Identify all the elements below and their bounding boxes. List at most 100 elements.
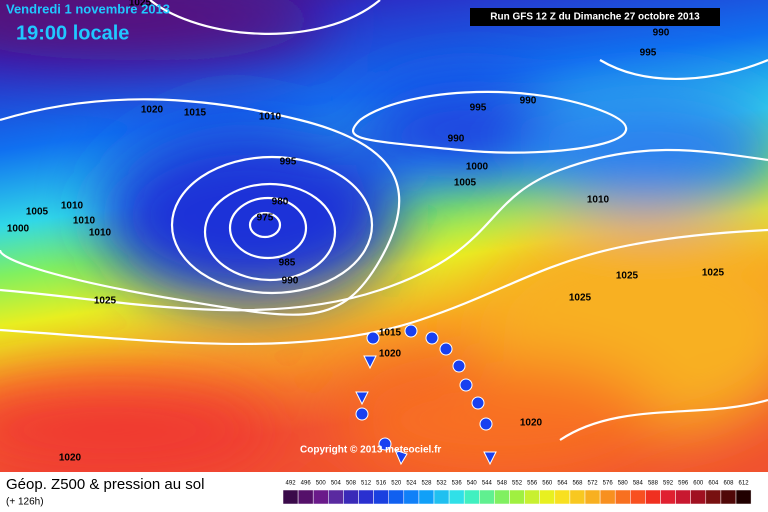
colorbar-swatch (630, 489, 646, 505)
colorbar-swatch (599, 489, 616, 505)
colorbar-swatch (358, 489, 374, 505)
isobar-label: 990 (282, 276, 299, 287)
colorbar-swatch (282, 489, 299, 505)
colorbar-tick: 536 (452, 481, 463, 487)
colorbar-tick: 564 (557, 481, 568, 487)
legend-lead: (+ 126h) (6, 497, 44, 508)
isobar-label: 990 (520, 96, 537, 107)
colorbar-tick: 600 (693, 481, 704, 487)
colorbar-tick: 532 (437, 481, 448, 487)
colorbar-swatch (554, 489, 571, 505)
colorbar-swatch (448, 489, 465, 505)
isobar-label: 1025 (616, 271, 639, 282)
colorbar-swatch (328, 489, 344, 505)
colorbar-tick: 516 (376, 481, 387, 487)
background (0, 0, 768, 480)
isobar-label: 995 (280, 157, 297, 168)
copyright: Copyright © 2013 meteociel.fr (300, 445, 441, 456)
colorbar-swatch (388, 489, 405, 505)
colorbar-swatch (569, 489, 586, 505)
colorbar-swatch (297, 489, 314, 505)
colorbar-tick: 568 (572, 481, 583, 487)
isobar-label: 1015 (379, 328, 402, 339)
colorbar-tick: 576 (603, 481, 614, 487)
isobar-label: 1025 (569, 293, 592, 304)
colorbar: 492 496 500 504 508 512 516 520 524 528 532 536 540 5… (282, 481, 752, 505)
colorbar-swatch (509, 489, 525, 505)
isobar-label: 1010 (61, 201, 84, 212)
isobar-label: 1010 (587, 195, 610, 206)
colorbar-swatch (494, 489, 510, 505)
colorbar-tick: 608 (723, 481, 734, 487)
date: Vendredi 1 novembre 2013 (6, 1, 170, 16)
colorbar-tick: 588 (648, 481, 659, 487)
colorbar-tick: 500 (316, 481, 327, 487)
isobar-label: 985 (279, 258, 296, 269)
colorbar-swatch (690, 489, 707, 505)
colorbar-swatch (660, 489, 676, 505)
colorbar-tick: 492 (286, 481, 297, 487)
colorbar-tick: 548 (497, 481, 508, 487)
isobars (0, 0, 768, 440)
run-box (470, 8, 720, 26)
isobar-label: 995 (640, 48, 657, 59)
colorbar-tick: 584 (633, 481, 644, 487)
colorbar-swatch (403, 489, 420, 505)
isobar-label: 995 (470, 103, 487, 114)
colorbar-tick: 604 (708, 481, 719, 487)
isobar-label: 1025 (129, 0, 152, 9)
colorbar-tick: 572 (588, 481, 599, 487)
isobar-labels: 1025 995 990 1020 1015 1010 995 990 990 995 1000 10… (7, 0, 725, 464)
colorbar-swatch (479, 489, 495, 505)
isobar-label: 1010 (259, 112, 282, 123)
isobar-label: 1005 (26, 207, 49, 218)
colorbar-tick: 528 (421, 481, 432, 487)
isobar-label: 1010 (89, 228, 112, 239)
colorbar-tick: 560 (542, 481, 553, 487)
isobar-label: 980 (272, 197, 289, 208)
colorbar-tick: 592 (663, 481, 674, 487)
isobar-label: 1005 (454, 178, 477, 189)
colorbar-swatch (418, 489, 435, 505)
colorbar-tick: 552 (512, 481, 523, 487)
colorbar-swatch (720, 489, 737, 505)
isobar-label: 1010 (73, 216, 96, 227)
isobar-label: 1020 (59, 453, 82, 464)
colorbar-swatch (539, 489, 556, 505)
isobar-label: 1025 (702, 268, 725, 279)
colorbar-tick: 556 (527, 481, 538, 487)
colorbar-tick: 612 (739, 481, 750, 487)
isobar-label: 1025 (94, 296, 117, 307)
colorbar-swatch (373, 489, 389, 505)
colorbar-swatch (343, 489, 359, 505)
isobar-label: 1000 (7, 224, 30, 235)
isobar-label: 1020 (141, 105, 164, 116)
colorbar-swatch (463, 489, 480, 505)
colorbar-tick: 596 (678, 481, 689, 487)
isobar-label: 1000 (466, 162, 489, 173)
colorbar-tick: 496 (301, 481, 312, 487)
isobar-label: 1015 (184, 108, 207, 119)
colorbar-tick: 540 (467, 481, 478, 487)
colorbar-tick: 508 (346, 481, 357, 487)
colorbar-swatch (312, 489, 329, 505)
isobar-label: 975 (257, 213, 274, 224)
legend-title: Géop. Z500 & pression au sol (6, 476, 204, 493)
front (355, 324, 497, 466)
colorbar-tick: 524 (406, 481, 417, 487)
colorbar-swatch (524, 489, 540, 505)
colorbar-swatch (735, 489, 752, 505)
colorbar-tick: 512 (361, 481, 372, 487)
colorbar-swatch (433, 489, 450, 505)
colorbar-tick: 544 (482, 481, 493, 487)
isobar-label: 1020 (520, 418, 543, 429)
colorbar-tick: 504 (331, 481, 342, 487)
isobar-label: 990 (448, 134, 465, 145)
time: 19:00 locale (16, 22, 129, 44)
colorbar-tick: 520 (391, 481, 402, 487)
colorbar-swatch (614, 489, 631, 505)
run: Run GFS 12 Z du Dimanche 27 octobre 2013 (490, 12, 700, 23)
isobar-label: 1020 (379, 349, 402, 360)
